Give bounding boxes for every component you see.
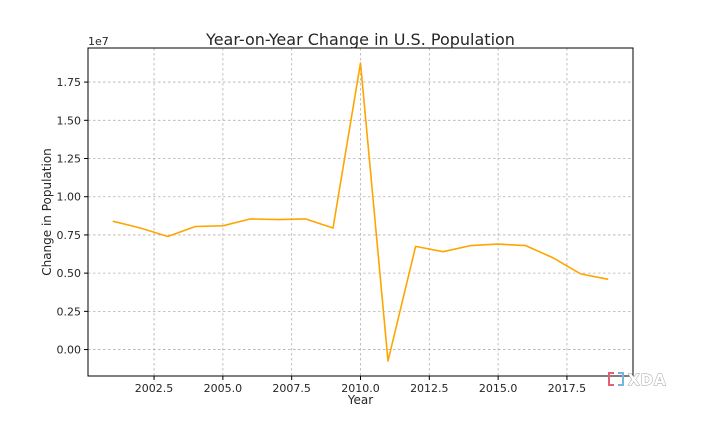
y-tick-label: 1.75 (57, 76, 82, 89)
y-offset-label: 1e7 (88, 35, 109, 48)
x-tick-label: 2017.5 (548, 382, 587, 395)
x-tick-label: 2005.0 (204, 382, 243, 395)
grid-layer (88, 48, 633, 376)
series-layer (112, 62, 609, 362)
chart-title: Year-on-Year Change in U.S. Population (205, 30, 515, 49)
x-tick-label: 2002.5 (135, 382, 174, 395)
x-axis-label: Year (347, 393, 373, 407)
y-tick-label: 1.00 (57, 191, 82, 204)
xda-logo-icon (608, 372, 624, 386)
xda-watermark: XDA (608, 371, 667, 389)
y-tick-label: 1.25 (57, 153, 82, 166)
x-tick-label: 2015.0 (479, 382, 518, 395)
plot-frame (87, 47, 634, 377)
y-tick-label: 0.75 (57, 229, 82, 242)
x-tick-label: 2012.5 (410, 382, 449, 395)
y-tick-label: 0.50 (57, 267, 82, 280)
x-tick-label: 2010.0 (341, 382, 380, 395)
x-tick-label: 2007.5 (272, 382, 311, 395)
y-tick-label: 0.25 (57, 305, 82, 318)
watermark-text: XDA (628, 371, 667, 389)
y-axis-label: Change in Population (40, 148, 54, 276)
y-tick-label: 1.50 (57, 114, 82, 127)
y-tick-label: 0.00 (57, 344, 82, 357)
population-change-line (112, 62, 609, 362)
tick-layer: 2002.5 2005.0 2007.5 2010.0 2012.5 2015.0 2017… (57, 76, 587, 395)
